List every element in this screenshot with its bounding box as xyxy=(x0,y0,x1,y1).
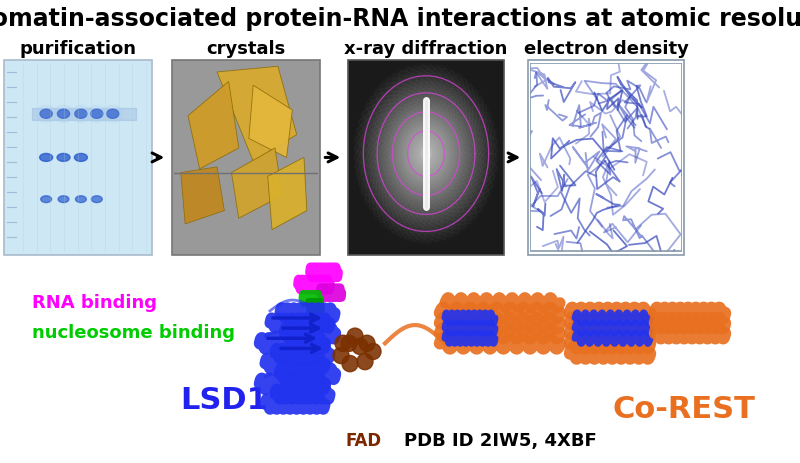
Circle shape xyxy=(417,143,435,165)
Circle shape xyxy=(410,133,442,174)
Ellipse shape xyxy=(75,196,86,203)
Circle shape xyxy=(388,106,464,201)
Polygon shape xyxy=(268,157,307,230)
FancyBboxPatch shape xyxy=(528,60,684,255)
Circle shape xyxy=(364,76,488,231)
Circle shape xyxy=(390,108,462,199)
Ellipse shape xyxy=(106,109,119,119)
Polygon shape xyxy=(249,85,292,157)
Ellipse shape xyxy=(74,109,87,119)
Text: Co-REST: Co-REST xyxy=(613,395,755,424)
Ellipse shape xyxy=(58,109,70,119)
Circle shape xyxy=(360,72,492,236)
Ellipse shape xyxy=(86,105,107,122)
Circle shape xyxy=(397,118,455,190)
FancyBboxPatch shape xyxy=(172,60,320,255)
Ellipse shape xyxy=(57,153,70,162)
Ellipse shape xyxy=(40,153,53,162)
Circle shape xyxy=(357,353,373,369)
Polygon shape xyxy=(217,66,297,161)
FancyBboxPatch shape xyxy=(4,60,152,255)
Circle shape xyxy=(353,63,499,245)
Text: purification: purification xyxy=(19,40,137,58)
Polygon shape xyxy=(268,157,307,230)
Circle shape xyxy=(404,126,448,181)
Circle shape xyxy=(414,138,438,169)
Text: nucleosome binding: nucleosome binding xyxy=(32,325,235,342)
Ellipse shape xyxy=(74,153,87,162)
Circle shape xyxy=(391,111,461,197)
FancyBboxPatch shape xyxy=(0,255,800,463)
Text: RNA binding: RNA binding xyxy=(32,294,157,312)
Circle shape xyxy=(406,129,446,178)
Circle shape xyxy=(419,145,433,163)
Polygon shape xyxy=(181,167,224,224)
Polygon shape xyxy=(249,85,292,157)
Circle shape xyxy=(411,136,441,171)
Circle shape xyxy=(373,88,479,219)
Polygon shape xyxy=(231,148,282,218)
FancyBboxPatch shape xyxy=(348,60,504,255)
Polygon shape xyxy=(217,66,297,161)
Circle shape xyxy=(366,79,486,229)
Circle shape xyxy=(371,85,481,222)
Text: PDB ID 2IW5, 4XBF: PDB ID 2IW5, 4XBF xyxy=(404,432,596,450)
Circle shape xyxy=(374,90,478,217)
Circle shape xyxy=(408,131,444,176)
Text: Chromatin-associated protein-RNA interactions at atomic resolution: Chromatin-associated protein-RNA interac… xyxy=(0,7,800,31)
Ellipse shape xyxy=(40,109,52,119)
Circle shape xyxy=(398,120,454,188)
Ellipse shape xyxy=(91,196,102,203)
Circle shape xyxy=(421,147,431,160)
Circle shape xyxy=(402,124,450,183)
Circle shape xyxy=(377,92,475,215)
Circle shape xyxy=(367,81,485,226)
Circle shape xyxy=(401,122,451,185)
Text: FAD: FAD xyxy=(346,432,382,450)
Ellipse shape xyxy=(90,109,103,119)
Circle shape xyxy=(347,328,363,344)
Ellipse shape xyxy=(102,105,123,122)
Text: crystals: crystals xyxy=(206,40,286,58)
Circle shape xyxy=(395,115,457,192)
Circle shape xyxy=(342,356,358,372)
Circle shape xyxy=(382,99,470,208)
Polygon shape xyxy=(181,167,224,224)
Circle shape xyxy=(365,344,381,360)
Polygon shape xyxy=(188,81,238,169)
Ellipse shape xyxy=(36,105,56,122)
Circle shape xyxy=(422,150,430,158)
Ellipse shape xyxy=(70,105,91,122)
Circle shape xyxy=(356,67,496,240)
Circle shape xyxy=(362,74,490,233)
Circle shape xyxy=(341,335,357,351)
Circle shape xyxy=(358,69,494,238)
Polygon shape xyxy=(231,148,282,218)
Ellipse shape xyxy=(54,105,74,122)
Circle shape xyxy=(425,152,427,156)
Text: electron density: electron density xyxy=(523,40,689,58)
Circle shape xyxy=(333,347,349,363)
Circle shape xyxy=(335,335,351,351)
Circle shape xyxy=(359,335,375,351)
Polygon shape xyxy=(188,81,238,169)
Circle shape xyxy=(393,113,459,194)
Circle shape xyxy=(384,101,468,206)
Ellipse shape xyxy=(58,196,69,203)
Circle shape xyxy=(370,83,482,224)
Ellipse shape xyxy=(41,196,51,203)
Text: x-ray diffraction: x-ray diffraction xyxy=(344,40,508,58)
Text: LSD1: LSD1 xyxy=(180,386,268,415)
Circle shape xyxy=(415,140,437,167)
Circle shape xyxy=(354,65,498,243)
Circle shape xyxy=(352,338,368,355)
Circle shape xyxy=(378,94,474,213)
Circle shape xyxy=(380,97,472,210)
Circle shape xyxy=(386,104,466,204)
